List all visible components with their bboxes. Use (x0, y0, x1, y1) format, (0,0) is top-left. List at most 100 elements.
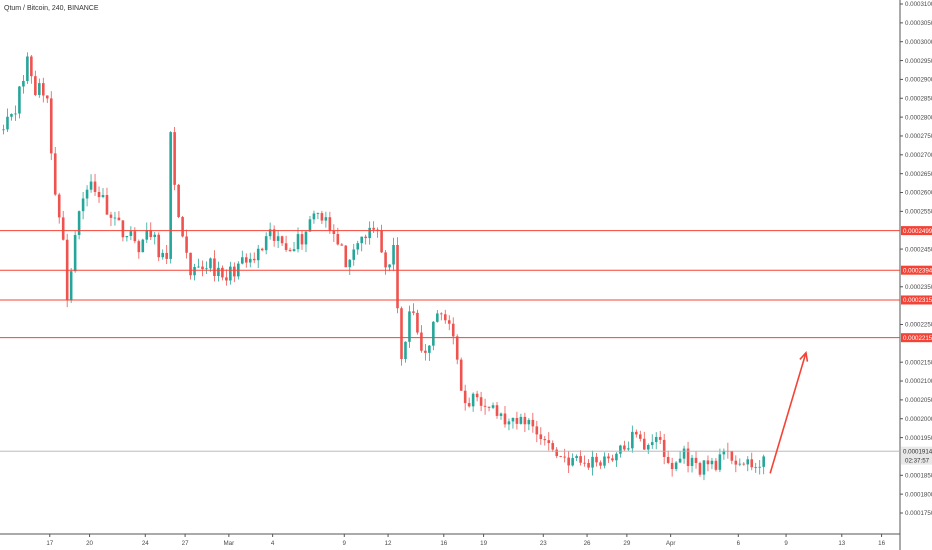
level-price-label: 0.0002394 (903, 267, 932, 274)
candle-body (642, 438, 646, 450)
candle-body (45, 95, 49, 99)
candle-body (57, 194, 61, 218)
time-tick-label: 24 (142, 540, 149, 547)
candle-body (324, 217, 328, 221)
candle-body (567, 457, 570, 466)
candle-body (690, 457, 694, 466)
candle-body (372, 227, 375, 230)
candle-body (97, 191, 101, 198)
candle-body (85, 189, 89, 199)
candle-body (455, 336, 459, 360)
candle-body (420, 332, 423, 351)
candle-body (535, 426, 539, 435)
candle-body (280, 236, 284, 244)
candle-body (209, 258, 212, 269)
candle-body (447, 320, 451, 324)
candle-body (662, 439, 666, 457)
candle-body (682, 448, 686, 459)
candle-body (241, 257, 244, 264)
candle-body (145, 229, 149, 240)
candle-body (42, 83, 45, 96)
candle-body (49, 98, 53, 154)
candle-body (706, 460, 710, 465)
candle-body (495, 405, 499, 416)
price-tick-label: 0.0002050 (905, 397, 932, 404)
time-tick-label: 13 (838, 540, 845, 547)
candle-body (73, 235, 77, 272)
candle-body (579, 456, 582, 463)
candle-body (336, 234, 340, 245)
candle-body (396, 244, 399, 309)
candle-body (81, 198, 85, 212)
candle-body (26, 56, 29, 81)
candle-body (197, 266, 200, 268)
candle-body (217, 267, 220, 277)
candle-body (22, 80, 25, 87)
candle-body (654, 437, 658, 443)
candle-body (157, 234, 161, 258)
price-tick-label: 0.0002800 (905, 114, 932, 121)
candle-body (531, 419, 535, 427)
candle-body (109, 214, 113, 218)
time-tick-label: 17 (46, 540, 53, 547)
candle-body (348, 259, 352, 268)
candle-body (627, 448, 630, 450)
candle-body (702, 460, 706, 475)
level-price-label: 0.0002315 (903, 297, 932, 304)
candle-body (229, 266, 232, 281)
candle-body (181, 217, 184, 237)
candle-body (392, 244, 395, 265)
candle-body (61, 217, 65, 240)
candle-body (356, 243, 360, 250)
level-price-label: 0.0002499 (903, 228, 932, 235)
price-tick-label: 0.0001850 (905, 472, 932, 479)
price-tick-label: 0.0002000 (905, 416, 932, 423)
candle-body (424, 350, 427, 353)
candle-body (408, 311, 411, 342)
candle-body (412, 311, 415, 313)
candle-body (153, 234, 157, 238)
time-tick-label: 6 (737, 540, 741, 547)
candle-body (260, 248, 264, 251)
candle-body (213, 258, 216, 277)
candle-body (189, 252, 192, 276)
price-tick-label: 0.0002750 (905, 133, 932, 140)
price-tick-label: 0.0003000 (905, 39, 932, 46)
candle-body (364, 236, 367, 239)
candle-body (432, 321, 435, 346)
candle-body (276, 236, 280, 241)
candle-body (161, 252, 164, 258)
price-tick-label: 0.0002550 (905, 209, 932, 216)
candle-body (507, 421, 511, 425)
candle-body (674, 462, 678, 470)
candle-body (296, 234, 300, 250)
price-tick-label: 0.0002350 (905, 284, 932, 291)
candle-body (479, 397, 483, 406)
time-tick-label: 16 (440, 540, 447, 547)
candle-body (400, 308, 403, 359)
current-price-tag (901, 446, 932, 465)
candle-body (89, 181, 93, 190)
time-tick-label: 29 (623, 540, 630, 547)
candle-body (463, 390, 467, 404)
level-price-tag (901, 295, 932, 305)
candle-body (185, 236, 188, 253)
candle-body (499, 413, 503, 416)
current-price-label: 0.0001914 (903, 448, 932, 455)
candle-body (503, 413, 507, 425)
candle-body (320, 213, 324, 221)
candle-body (718, 454, 722, 470)
candle-body (475, 393, 479, 398)
candle-body (304, 231, 308, 245)
candle-body (607, 456, 610, 459)
candle-body (264, 236, 268, 251)
candle-body (515, 417, 519, 424)
price-tick-label: 0.0001750 (905, 510, 932, 517)
candle-body (332, 230, 336, 235)
candle-body (205, 268, 208, 270)
time-tick-label: 4 (271, 540, 275, 547)
price-tick-label: 0.0002850 (905, 95, 932, 102)
candle-body (18, 86, 21, 114)
time-tick-label: 23 (540, 540, 547, 547)
